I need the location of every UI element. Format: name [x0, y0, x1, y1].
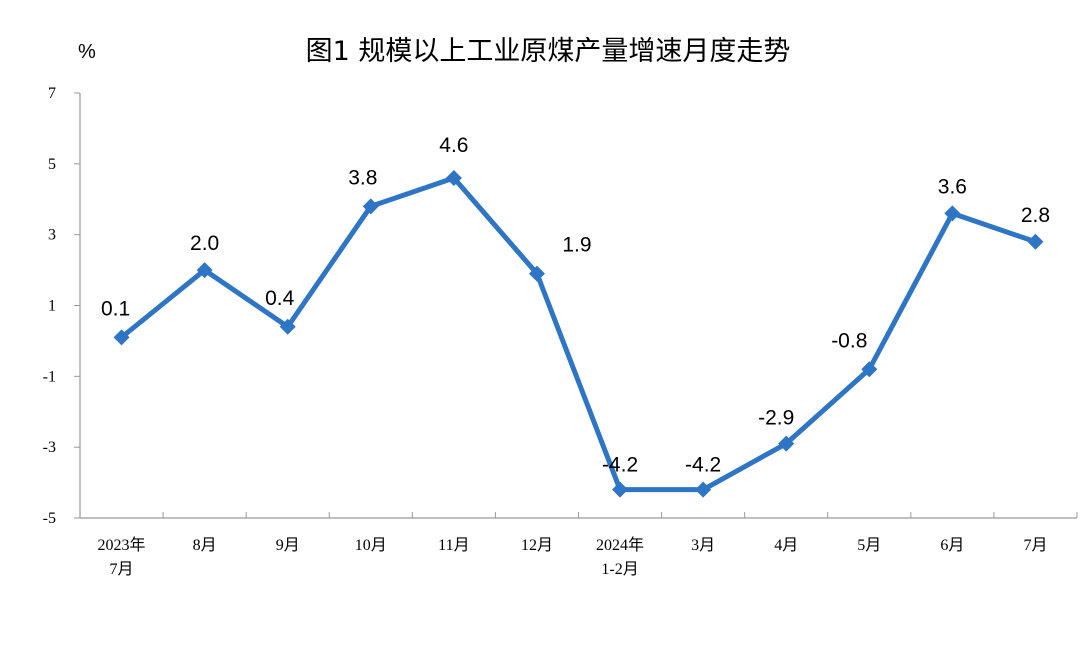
data-label: -4.2 — [602, 454, 638, 477]
y-tick-label: 3 — [48, 227, 56, 244]
x-tick-label: 2024年 — [596, 536, 644, 554]
data-label: 2.0 — [190, 232, 219, 255]
data-label: -0.8 — [831, 329, 867, 352]
data-point-marker — [612, 481, 629, 498]
data-label: 4.6 — [439, 134, 468, 157]
data-label: 0.1 — [101, 297, 130, 320]
data-label: -2.9 — [758, 407, 794, 430]
y-axis-unit: % — [78, 41, 96, 63]
x-tick-label: 9月 — [276, 537, 300, 554]
data-label: -4.2 — [685, 454, 721, 477]
x-tick-label: 3月 — [691, 537, 715, 554]
x-tick-label: 4月 — [774, 537, 798, 554]
x-tick-label: 6月 — [940, 537, 964, 554]
x-tick-label: 8月 — [193, 537, 217, 554]
y-tick-label: -1 — [43, 368, 56, 385]
x-tick-label: 12月 — [521, 537, 553, 554]
data-label: 0.4 — [265, 287, 295, 310]
data-point-marker — [196, 262, 213, 279]
data-point-marker — [695, 481, 712, 498]
y-tick-label: 1 — [48, 298, 56, 315]
data-point-marker — [113, 329, 130, 346]
data-point-marker — [861, 361, 878, 378]
data-point-marker — [1027, 233, 1044, 250]
data-label: 3.6 — [938, 175, 967, 198]
x-tick-label: 1-2月 — [601, 561, 638, 578]
chart-title: 图1 规模以上工业原煤产量增速月度走势 — [306, 36, 791, 67]
x-tick-label: 7月 — [1023, 537, 1047, 554]
y-tick-label: -3 — [43, 439, 56, 456]
x-tick-label: 11月 — [438, 537, 469, 554]
data-label: 3.8 — [348, 166, 377, 189]
data-point-marker — [279, 318, 296, 335]
data-point-marker — [445, 170, 462, 186]
series-line — [119, 175, 1037, 493]
data-point-marker — [362, 198, 379, 215]
x-tick-label: 2023年 — [98, 536, 146, 554]
y-tick-label: 5 — [48, 156, 56, 173]
y-tick-label: -5 — [43, 510, 56, 527]
data-point-marker — [944, 205, 961, 222]
data-label: 1.9 — [562, 234, 591, 257]
data-label: 2.8 — [1021, 204, 1050, 227]
data-point-marker — [778, 435, 795, 452]
x-tick-label: 10月 — [355, 537, 387, 554]
data-point-marker — [528, 265, 545, 282]
x-tick-label: 5月 — [857, 537, 881, 554]
y-tick-label: 7 — [48, 85, 56, 102]
x-tick-label: 7月 — [110, 561, 134, 578]
